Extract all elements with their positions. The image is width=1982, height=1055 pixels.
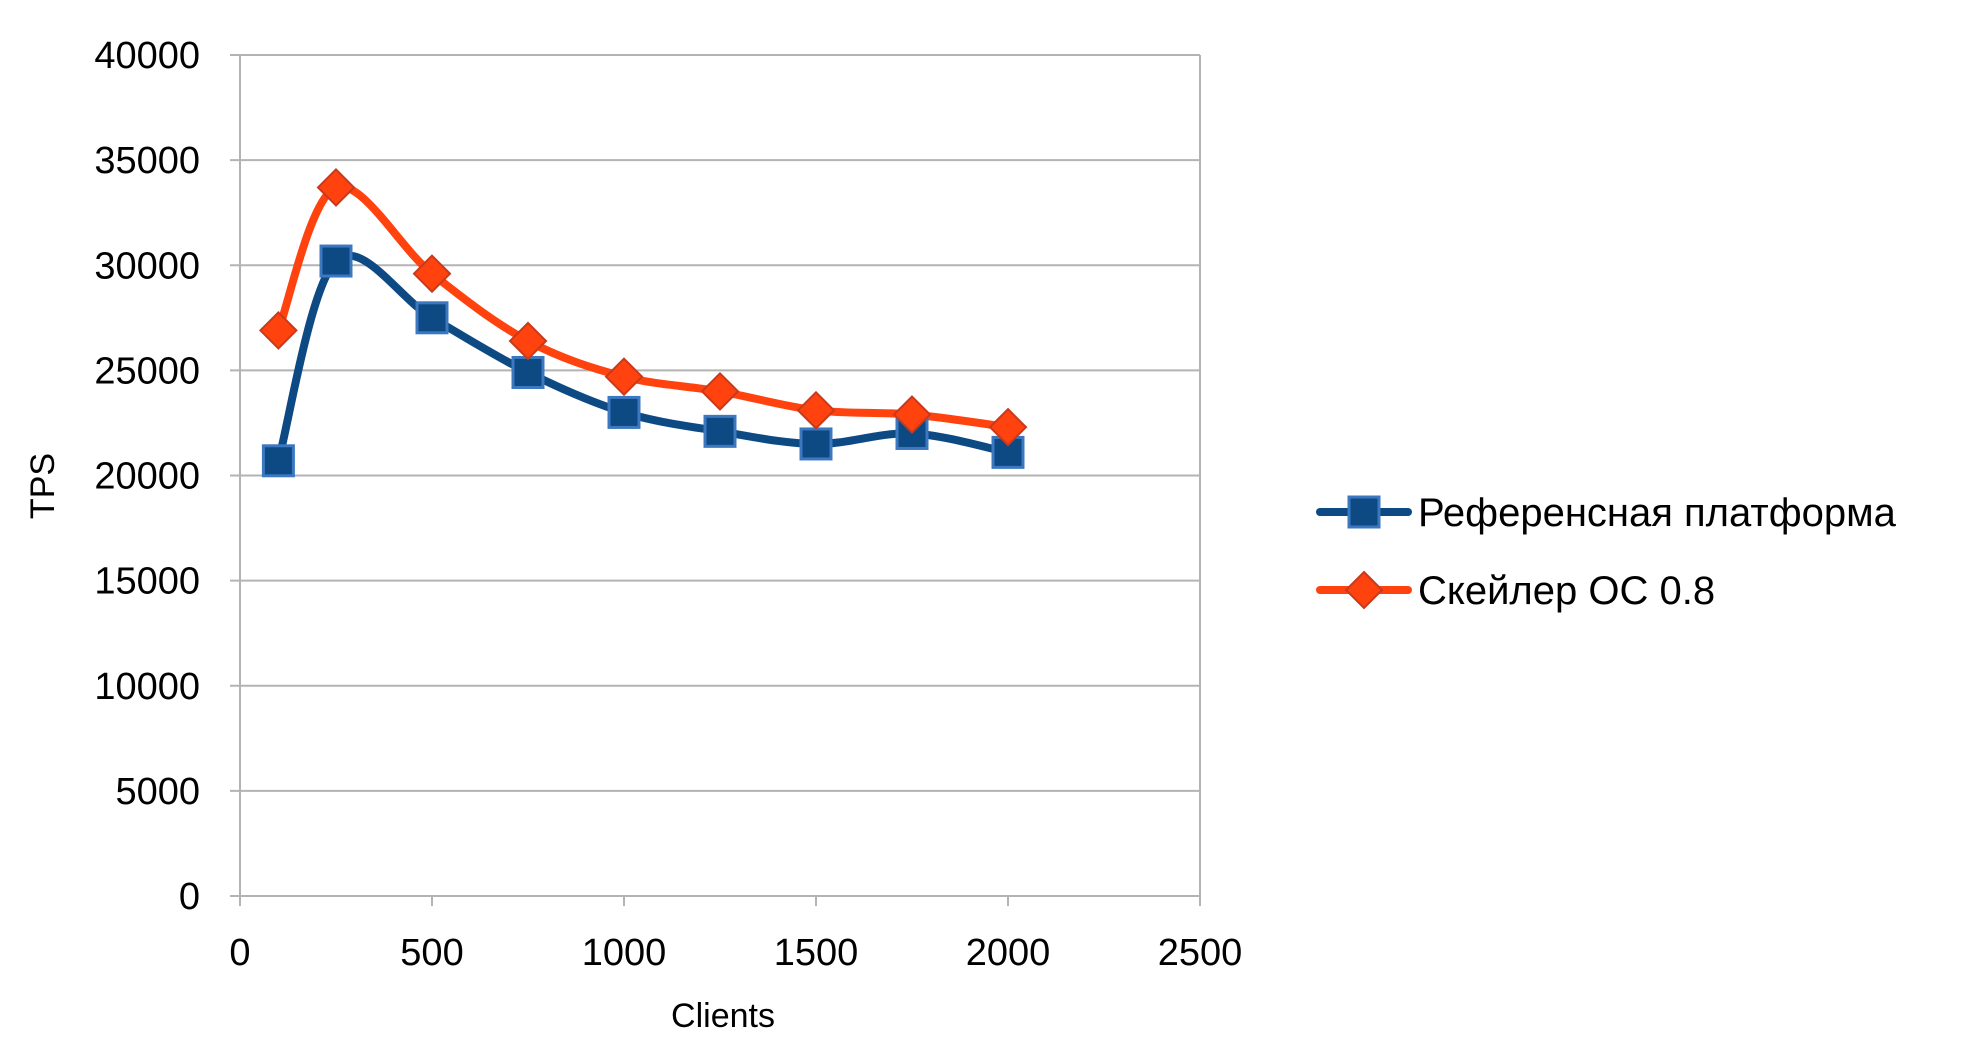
y-tick-label: 40000 <box>94 35 200 77</box>
data-point-series-1 <box>799 427 833 461</box>
data-point-series-2 <box>796 390 836 430</box>
data-point-series-1 <box>511 355 545 389</box>
y-axis-title: TPS <box>24 453 62 519</box>
data-point-series-1 <box>607 395 641 429</box>
x-tick-label: 1500 <box>774 932 859 974</box>
axes <box>230 54 1201 906</box>
y-tick-label: 5000 <box>115 771 200 813</box>
legend-label-1: Референсная платформа <box>1418 491 1897 535</box>
data-point-series-1 <box>261 444 295 478</box>
data-point-series-2 <box>258 311 298 350</box>
legend-label-2: Скейлер ОС 0.8 <box>1418 569 1715 613</box>
x-tick-label: 1000 <box>582 932 667 974</box>
data-point-series-2 <box>700 371 740 411</box>
series-markers <box>258 168 1028 478</box>
legend-marker-2 <box>1344 570 1384 610</box>
series-line-2 <box>274 182 1012 432</box>
x-tick-label: 2000 <box>966 932 1051 974</box>
data-point-series-2 <box>508 321 548 361</box>
data-point-series-1 <box>319 244 353 278</box>
data-point-series-2 <box>412 254 452 294</box>
grid-lines <box>240 54 1200 792</box>
y-tick-label: 10000 <box>94 666 200 708</box>
y-tick-label: 15000 <box>94 561 200 603</box>
y-tick-label: 25000 <box>94 350 200 392</box>
y-tick-labels: 0 5000 10000 15000 20000 25000 30000 35000 40000 <box>94 35 200 918</box>
data-point-series-1 <box>415 301 449 335</box>
data-point-series-2 <box>892 395 932 434</box>
y-tick-label: 30000 <box>94 245 200 287</box>
x-tick-label: 0 <box>229 932 250 974</box>
y-tick-label: 35000 <box>94 140 200 182</box>
y-tick-label: 20000 <box>94 456 200 498</box>
data-point-series-2 <box>988 407 1028 447</box>
x-tick-label: 2500 <box>1158 932 1243 974</box>
x-axis-title: Clients <box>671 997 775 1035</box>
x-tick-labels: 0 500 1000 1500 2000 2500 <box>229 932 1242 974</box>
x-tick-label: 500 <box>400 932 463 974</box>
y-tick-label: 0 <box>179 876 200 918</box>
legend: Референсная платформа Скейлер ОС 0.8 <box>1316 491 1897 613</box>
legend-marker-1 <box>1347 495 1381 529</box>
data-point-series-2 <box>604 357 644 397</box>
data-point-series-2 <box>316 168 356 207</box>
data-point-series-1 <box>703 414 737 448</box>
